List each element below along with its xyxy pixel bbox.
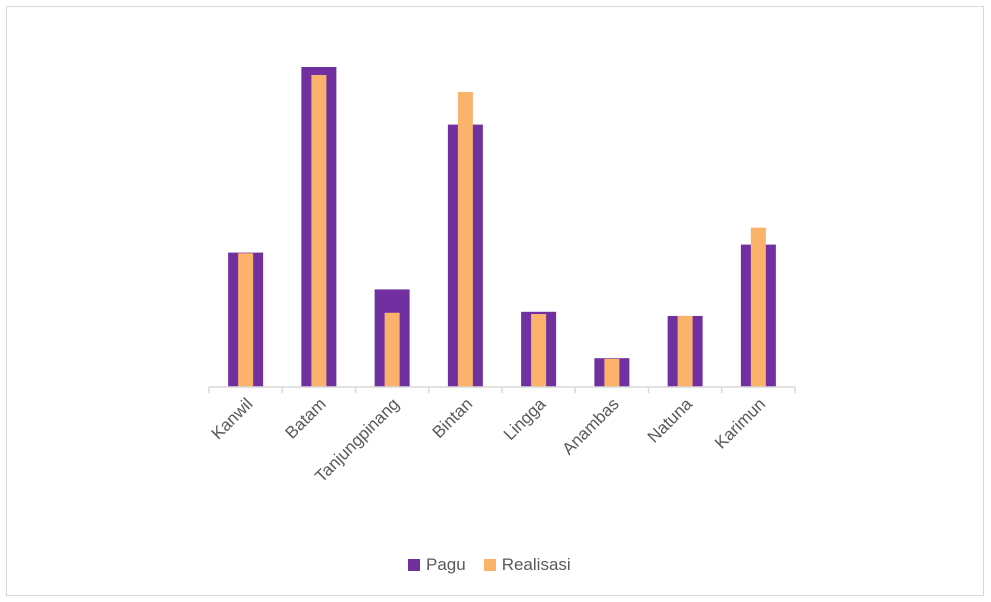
x-tick-label-natuna: Natuna <box>644 394 697 447</box>
bar-realisasi-kanwil[interactable] <box>238 253 254 387</box>
bar-realisasi-anambas[interactable] <box>604 358 620 387</box>
legend-swatch-pagu <box>408 559 420 571</box>
x-tick-label-karimun: Karimun <box>711 394 769 452</box>
series-realisasi-bars <box>238 75 766 388</box>
legend-swatch-realisasi <box>483 559 496 571</box>
x-tick-label-kanwil: Kanwil <box>208 394 257 443</box>
chart-frame <box>6 6 984 596</box>
x-tick-label-anambas: Anambas <box>558 394 622 458</box>
legend-label-realisasi: Realisasi <box>501 555 571 574</box>
legend-label-pagu: Pagu <box>426 555 466 574</box>
x-axis-ticks <box>208 387 796 393</box>
bar-realisasi-tanjungpinang[interactable] <box>384 312 400 387</box>
x-tick-label-batam: Batam <box>282 394 330 442</box>
bar-realisasi-bintan[interactable] <box>457 91 473 388</box>
legend: Pagu Realisasi <box>408 555 589 575</box>
legend-item-pagu[interactable]: Pagu <box>408 555 466 575</box>
series-pagu-bars <box>228 67 776 387</box>
legend-item-realisasi[interactable]: Realisasi <box>483 555 571 575</box>
bar-realisasi-batam[interactable] <box>311 75 327 387</box>
x-tick-label-lingga: Lingga <box>500 394 550 444</box>
x-tick-label-bintan: Bintan <box>429 394 477 442</box>
bar-realisasi-natuna[interactable] <box>677 315 693 387</box>
bar-realisasi-karimun[interactable] <box>750 227 766 387</box>
bar-realisasi-lingga[interactable] <box>531 314 547 387</box>
